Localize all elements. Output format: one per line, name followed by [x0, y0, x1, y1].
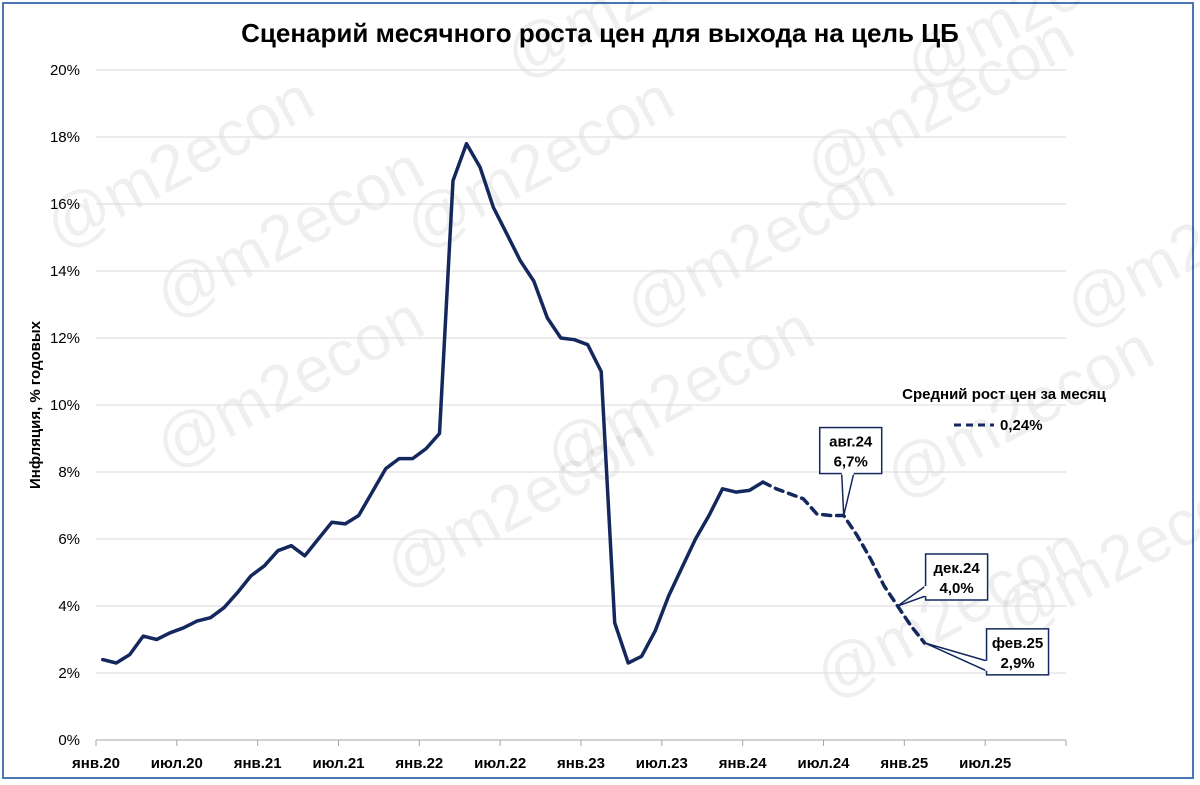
grid-lines — [96, 69, 1066, 674]
legend: Средний рост цен за месяц 0,24% — [902, 386, 1106, 434]
x-tick-label: янв.20 — [72, 755, 120, 772]
x-tick-label: июл.24 — [797, 755, 850, 772]
y-tick-label: 8% — [58, 464, 80, 481]
y-tick-label: 4% — [58, 598, 80, 615]
x-tick-label: янв.23 — [557, 755, 605, 772]
callout-value-label: 6,7% — [834, 454, 868, 471]
watermark-text: @m2econ — [873, 311, 1165, 512]
callout-pointer — [840, 472, 855, 516]
callout-date-label: фев.25 — [992, 635, 1043, 652]
callout-value-label: 4,0% — [939, 580, 973, 597]
inflation-line-actual — [100, 141, 765, 665]
callout-box — [985, 628, 1050, 676]
x-tick-label: июл.20 — [151, 755, 203, 772]
y-tick-label: 6% — [58, 531, 80, 548]
y-axis-label: Инфляция, % годовых — [27, 320, 44, 489]
x-tick-label: янв.24 — [719, 755, 768, 772]
y-tick-label: 0% — [58, 732, 80, 749]
y-tick-labels: 0% 2% 4% 6% 8% 10% 12% 14% 16% 18% 20% — [50, 62, 80, 749]
watermark-text: @m2econ — [1053, 141, 1200, 342]
legend-title: Средний рост цен за месяц — [902, 386, 1106, 403]
y-tick-label: 2% — [58, 665, 80, 682]
callout: фев.25 2,9% — [924, 628, 1050, 676]
callouts-layer: авг.24 6,7% дек.24 4,0% фев.25 2,9% — [818, 426, 1050, 676]
x-tick-label: янв.21 — [234, 755, 282, 772]
callout-box — [818, 426, 883, 475]
callout-box — [924, 553, 989, 601]
x-tick-label: янв.25 — [880, 755, 928, 772]
y-tick-label: 16% — [50, 196, 80, 213]
y-tick-label: 10% — [50, 397, 80, 414]
callout-date-label: авг.24 — [829, 434, 873, 451]
callout-value-label: 2,9% — [1000, 655, 1034, 672]
chart-title: Сценарий месячного роста цен для выхода … — [241, 18, 959, 48]
x-tick-label: июл.25 — [959, 755, 1011, 772]
x-tick-label: янв.22 — [395, 755, 443, 772]
callout: дек.24 4,0% — [897, 553, 989, 607]
x-tick-label: июл.21 — [312, 755, 364, 772]
callout: авг.24 6,7% — [818, 426, 883, 516]
x-axis: янв.20 июл.20 янв.21 июл.21 янв.22 июл.22 янв.… — [72, 739, 1067, 772]
legend-item-label: 0,24% — [1000, 417, 1043, 434]
x-tick-label: июл.23 — [636, 755, 688, 772]
watermark-text: @m2econ — [393, 61, 685, 262]
y-tick-label: 20% — [50, 62, 80, 79]
callout-date-label: дек.24 — [933, 560, 980, 577]
y-tick-label: 14% — [50, 263, 80, 280]
x-tick-label: июл.22 — [474, 755, 526, 772]
y-tick-label: 12% — [50, 330, 80, 347]
y-tick-label: 18% — [50, 129, 80, 146]
